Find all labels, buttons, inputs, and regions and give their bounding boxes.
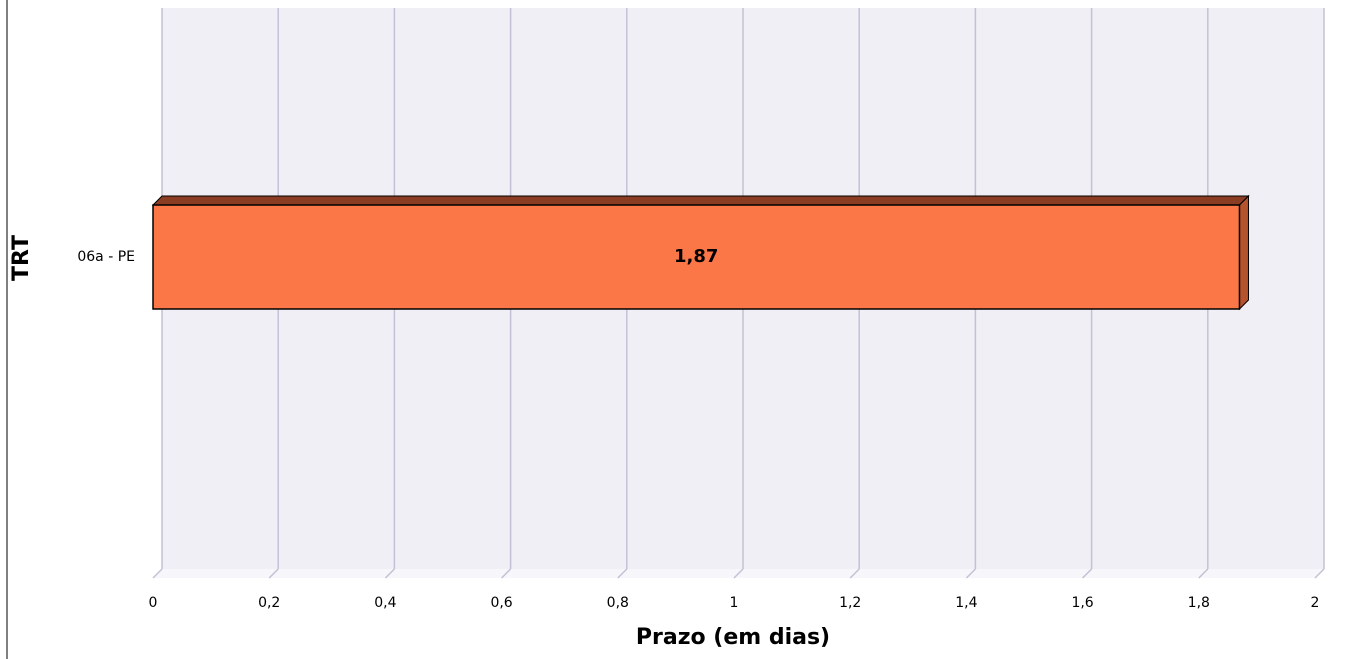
x-tick-label: 0	[149, 595, 158, 611]
x-tick-mark	[268, 568, 279, 579]
x-tick-mark	[617, 568, 628, 579]
y-tick-label: 06a - PE	[77, 249, 135, 265]
x-tick-label: 0,8	[607, 595, 629, 611]
x-tick-label: 1	[730, 595, 739, 611]
x-tick-label: 1,2	[839, 595, 861, 611]
x-tick-label: 0,2	[258, 595, 280, 611]
x-tick-label: 2	[1311, 595, 1320, 611]
value-label: 1,87	[674, 246, 718, 267]
x-tick-label: 0,6	[490, 595, 512, 611]
x-tick-mark	[965, 568, 976, 579]
bar-top	[151, 195, 1250, 206]
bar	[152, 204, 1241, 310]
bar-side	[1238, 194, 1249, 311]
y-axis-label: TRT	[9, 235, 34, 281]
x-tick-mark	[733, 568, 744, 579]
x-tick-label: 0,4	[374, 595, 396, 611]
x-tick-mark	[849, 568, 860, 579]
x-tick-mark	[1198, 568, 1209, 579]
x-tick-mark	[1082, 568, 1093, 579]
x-tick-label: 1,6	[1071, 595, 1093, 611]
x-tick-mark	[152, 568, 163, 579]
x-tick-label: 1,8	[1188, 595, 1210, 611]
x-tick-mark	[1314, 568, 1325, 579]
x-tick-label: 1,4	[955, 595, 977, 611]
x-tick-mark	[501, 568, 512, 579]
x-tick-mark	[384, 568, 395, 579]
x-axis-label: Prazo (em dias)	[636, 625, 830, 650]
